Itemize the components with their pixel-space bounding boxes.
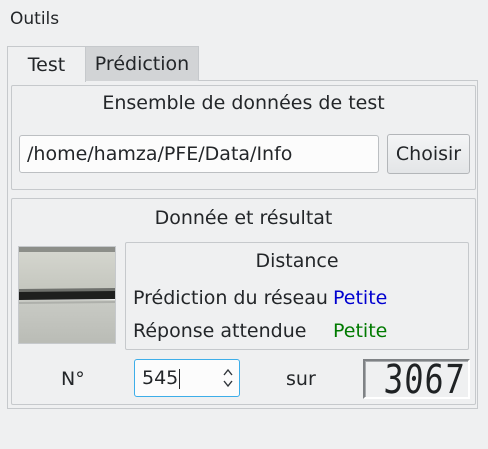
sample-image <box>18 246 116 344</box>
prediction-value: Petite <box>333 287 388 309</box>
of-label: sur <box>286 368 316 390</box>
index-spinbox[interactable]: 545 <box>134 359 240 397</box>
prediction-label: Prédiction du réseau <box>133 287 328 309</box>
result-group <box>11 198 476 405</box>
index-value[interactable]: 545 <box>142 367 179 389</box>
choose-button[interactable]: Choisir <box>387 134 470 174</box>
expected-label: Réponse attendue <box>133 320 307 342</box>
total-value: 3067 <box>382 359 467 399</box>
tab-test[interactable]: Test <box>7 46 86 82</box>
tab-prediction[interactable]: Prédiction <box>86 46 199 81</box>
number-label: N° <box>61 368 85 390</box>
window-title: Outils <box>10 9 60 29</box>
distance-title: Distance <box>255 250 339 272</box>
text-caret <box>179 369 180 389</box>
sample-image-picture <box>19 247 115 343</box>
distance-frame <box>125 242 469 350</box>
dataset-group-title: Ensemble de données de test <box>102 92 385 114</box>
expected-value: Petite <box>333 320 388 342</box>
dataset-path-input[interactable]: /home/hamza/PFE/Data/Info <box>19 135 379 173</box>
dataset-group <box>11 85 476 190</box>
spin-arrows-icon[interactable] <box>222 366 234 390</box>
result-group-title: Donnée et résultat <box>154 207 333 229</box>
total-lcd-display: 3067 <box>363 359 470 399</box>
